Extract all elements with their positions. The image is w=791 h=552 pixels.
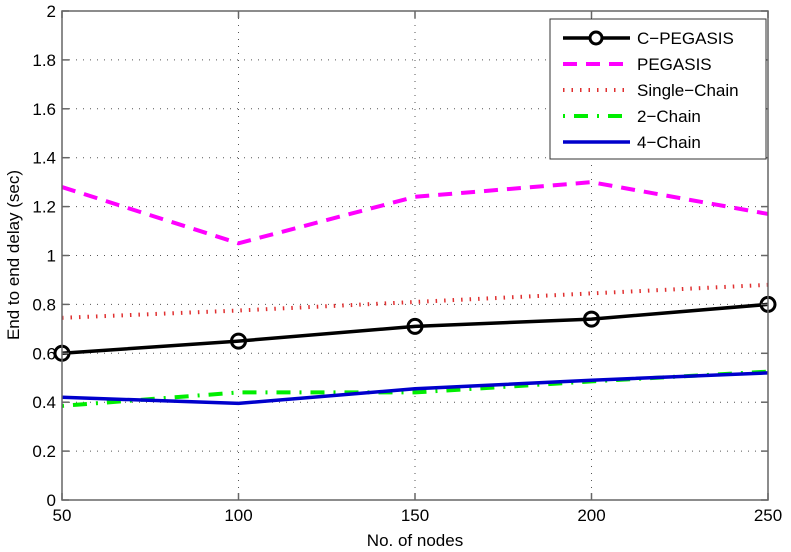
circle-marker-icon — [588, 30, 604, 46]
y-tick-label: 0.4 — [32, 393, 56, 412]
circle-marker-icon — [406, 317, 424, 335]
y-tick-label: 0 — [47, 491, 56, 510]
y-tick-label: 1.2 — [32, 198, 56, 217]
legend-label-c-pegasis: C−PEGASIS — [637, 29, 734, 48]
circle-marker-icon — [230, 332, 247, 350]
legend-label-2-chain: 2−Chain — [637, 107, 701, 126]
legend: C−PEGASIS PEGASIS Single−Chain 2−Chain 4… — [549, 18, 767, 160]
legend-label-single-chain: Single−Chain — [637, 81, 739, 100]
y-tick-label: 0.6 — [32, 344, 56, 363]
series-c-pegasis — [61, 302, 769, 356]
legend-item-single-chain: Single−Chain — [563, 81, 739, 100]
y-tick-label: 1 — [47, 247, 56, 266]
x-tick-label: 100 — [224, 506, 252, 525]
legend-item-pegasis: PEGASIS — [563, 55, 712, 74]
y-tick-label: 2 — [47, 2, 56, 21]
x-axis-title: No. of nodes — [367, 531, 463, 550]
legend-box — [549, 18, 767, 160]
x-tick-label: 50 — [53, 506, 72, 525]
legend-label-pegasis: PEGASIS — [637, 55, 712, 74]
x-tick-label: 150 — [401, 506, 429, 525]
y-tick-label: 0.8 — [32, 295, 56, 314]
y-axis-title: End to end delay (sec) — [4, 170, 23, 340]
legend-label-4-chain: 4−Chain — [637, 133, 701, 152]
circle-marker-icon — [583, 310, 600, 328]
series-lines — [53, 180, 777, 408]
legend-item-2-chain: 2−Chain — [563, 107, 701, 126]
series-pegasis — [61, 180, 769, 246]
series-4-chain — [61, 371, 769, 406]
y-tick-label: 0.2 — [32, 442, 56, 461]
legend-item-c-pegasis: C−PEGASIS — [563, 29, 734, 48]
x-tick-label: 250 — [754, 506, 782, 525]
legend-item-4-chain: 4−Chain — [563, 133, 701, 152]
y-tick-label: 1.4 — [32, 149, 56, 168]
y-tick-label: 1.6 — [32, 100, 56, 119]
y-tick-label: 1.8 — [32, 51, 56, 70]
x-tick-label: 200 — [577, 506, 605, 525]
